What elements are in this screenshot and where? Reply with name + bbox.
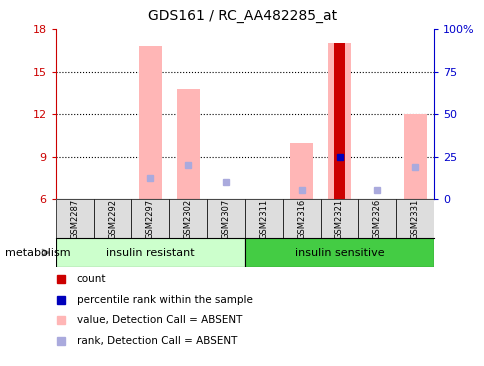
Text: value, Detection Call = ABSENT: value, Detection Call = ABSENT <box>76 315 242 325</box>
Text: insulin sensitive: insulin sensitive <box>294 247 383 258</box>
Text: GSM2326: GSM2326 <box>372 199 381 239</box>
Bar <box>56 199 93 238</box>
Bar <box>177 89 199 199</box>
Text: GSM2302: GSM2302 <box>183 199 192 239</box>
Text: GSM2321: GSM2321 <box>334 199 343 239</box>
Bar <box>333 44 344 199</box>
Bar <box>282 199 320 238</box>
Bar <box>169 199 207 238</box>
Bar <box>395 199 433 238</box>
Bar <box>131 199 169 238</box>
Bar <box>328 44 350 199</box>
Bar <box>207 199 244 238</box>
Bar <box>244 199 282 238</box>
Text: GSM2292: GSM2292 <box>108 199 117 239</box>
Bar <box>244 238 433 267</box>
Text: GSM2307: GSM2307 <box>221 199 230 239</box>
Bar <box>56 238 244 267</box>
Text: metabolism: metabolism <box>5 247 70 258</box>
Text: count: count <box>76 274 106 284</box>
Bar <box>320 199 358 238</box>
Bar <box>93 199 131 238</box>
Text: GSM2287: GSM2287 <box>70 199 79 239</box>
Text: insulin resistant: insulin resistant <box>106 247 194 258</box>
Text: GSM2331: GSM2331 <box>410 199 419 239</box>
Text: rank, Detection Call = ABSENT: rank, Detection Call = ABSENT <box>76 336 237 346</box>
Bar <box>358 199 395 238</box>
Bar <box>290 143 312 199</box>
Bar <box>139 46 161 199</box>
Bar <box>403 115 425 199</box>
Text: GDS161 / RC_AA482285_at: GDS161 / RC_AA482285_at <box>148 9 336 23</box>
Text: GSM2316: GSM2316 <box>297 199 305 239</box>
Text: percentile rank within the sample: percentile rank within the sample <box>76 295 252 305</box>
Text: GSM2311: GSM2311 <box>259 199 268 239</box>
Text: GSM2297: GSM2297 <box>146 199 154 239</box>
